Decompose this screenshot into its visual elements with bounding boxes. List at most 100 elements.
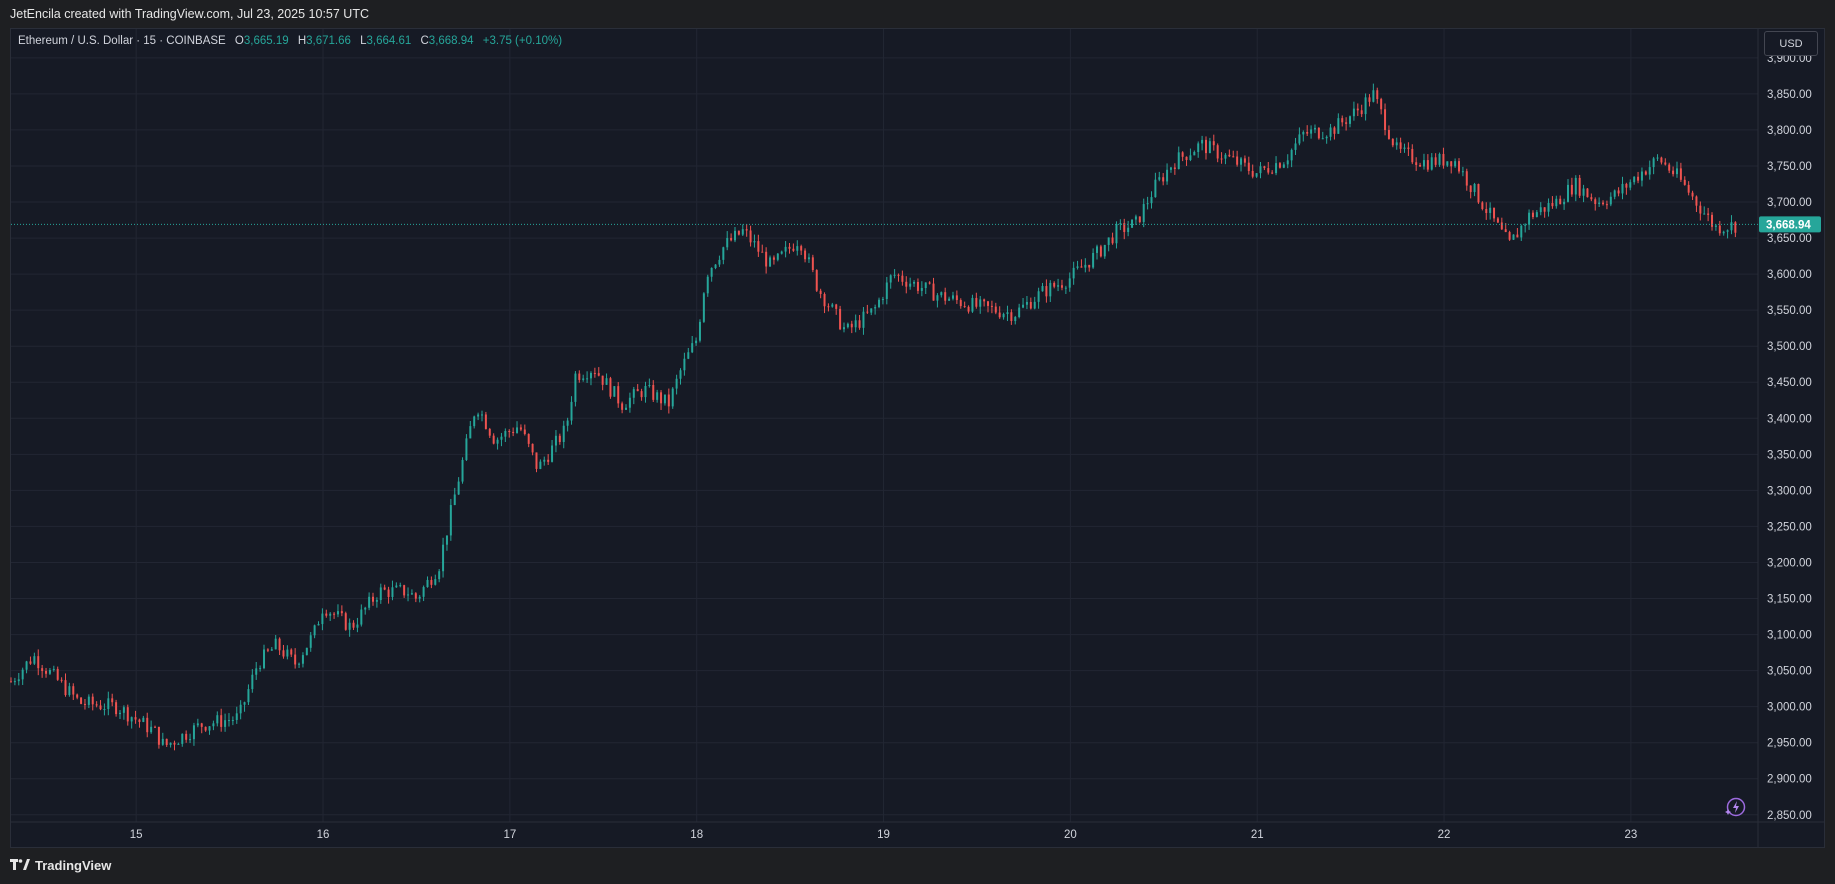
candle	[1263, 165, 1266, 171]
candle	[1380, 97, 1383, 115]
candle	[1555, 195, 1558, 209]
candle	[648, 378, 651, 388]
candle	[1286, 154, 1289, 169]
lightning-icon[interactable]	[1724, 796, 1746, 818]
candle	[111, 693, 114, 707]
candle	[407, 587, 410, 602]
candle	[457, 477, 460, 495]
price-axis[interactable]: 2,850.00 2,900.00 2,950.00 3,000.00 3,050.00…	[1767, 53, 1812, 822]
legend-high-value: 3,671.66	[306, 35, 351, 47]
candle	[473, 415, 476, 429]
candle	[881, 296, 884, 305]
time-tick-label: 23	[1624, 829, 1637, 841]
candle	[1158, 171, 1161, 182]
currency-button[interactable]: USD	[1764, 31, 1818, 56]
candle	[181, 733, 184, 747]
candle	[1473, 182, 1476, 197]
candle	[854, 314, 857, 333]
candle	[1714, 224, 1717, 231]
candle	[1185, 156, 1188, 166]
candle	[212, 720, 215, 731]
candle	[1438, 152, 1441, 167]
candle	[531, 443, 534, 456]
candle	[1247, 156, 1250, 175]
tradingview-brand[interactable]: TradingView	[10, 858, 111, 873]
candle	[858, 315, 861, 330]
candle	[1204, 136, 1207, 160]
time-axis[interactable]: 15 16 17 18 19 20 21 22 23	[130, 829, 1638, 841]
candle	[527, 433, 530, 448]
candle	[1637, 171, 1640, 184]
time-tick-label: 20	[1064, 829, 1077, 841]
candle	[1547, 198, 1550, 217]
candle	[601, 375, 604, 391]
price-tick-label: 2,900.00	[1767, 774, 1812, 786]
candle	[1345, 117, 1348, 131]
candle	[1025, 295, 1028, 310]
candle	[1057, 278, 1060, 292]
candle	[387, 586, 390, 604]
candle	[671, 387, 674, 409]
candle	[1594, 197, 1597, 211]
candle	[722, 246, 725, 265]
candle	[640, 388, 643, 401]
candle	[52, 665, 55, 672]
candle	[1652, 156, 1655, 175]
candle	[434, 574, 437, 586]
candle	[383, 584, 386, 591]
candle	[1512, 234, 1515, 240]
time-tick-label: 21	[1251, 829, 1264, 841]
candle	[1251, 164, 1254, 179]
candle	[1500, 217, 1503, 231]
candle	[449, 498, 452, 541]
candle	[1092, 248, 1095, 269]
legend-close-value: 3,668.94	[428, 35, 474, 47]
candle	[83, 699, 86, 710]
candle	[967, 305, 970, 314]
candle	[1582, 184, 1585, 203]
candle	[1675, 161, 1678, 178]
candle	[512, 427, 515, 437]
candle	[1531, 210, 1534, 220]
candle	[1411, 144, 1414, 165]
candle	[130, 716, 133, 729]
candle	[266, 648, 269, 653]
candle	[259, 665, 262, 672]
candle	[897, 273, 900, 282]
candle	[1018, 303, 1021, 319]
candle	[29, 656, 32, 665]
candle	[103, 703, 106, 716]
candle	[115, 699, 118, 717]
candle	[1648, 160, 1651, 180]
candle	[1181, 151, 1184, 162]
candle	[17, 673, 20, 686]
candle	[734, 227, 737, 243]
legend-symbol[interactable]: Ethereum / U.S. Dollar · 15 · COINBASE	[18, 35, 226, 47]
candle	[636, 384, 639, 392]
candle	[333, 612, 336, 619]
candle	[1111, 232, 1114, 245]
candle	[710, 267, 713, 282]
price-tick-label: 3,000.00	[1767, 702, 1812, 714]
candle	[1415, 157, 1418, 171]
candlestick-series[interactable]	[10, 83, 1737, 751]
price-tick-label: 3,800.00	[1767, 125, 1812, 137]
candle	[1154, 172, 1157, 198]
candle	[1551, 196, 1554, 209]
legend-close-label: C	[420, 35, 429, 47]
price-tick-label: 3,650.00	[1767, 233, 1812, 245]
candle	[1672, 166, 1675, 177]
candle	[445, 535, 448, 551]
chart-frame[interactable]	[10, 28, 1825, 848]
candle	[1391, 138, 1394, 148]
legend-open-value: 3,665.19	[243, 35, 289, 47]
candle	[422, 585, 425, 602]
time-tick-label: 16	[317, 829, 330, 841]
candle	[687, 347, 690, 360]
candle	[628, 392, 631, 413]
candle	[231, 716, 234, 726]
candle	[1384, 103, 1387, 136]
candle	[496, 437, 499, 450]
candle	[745, 224, 748, 237]
